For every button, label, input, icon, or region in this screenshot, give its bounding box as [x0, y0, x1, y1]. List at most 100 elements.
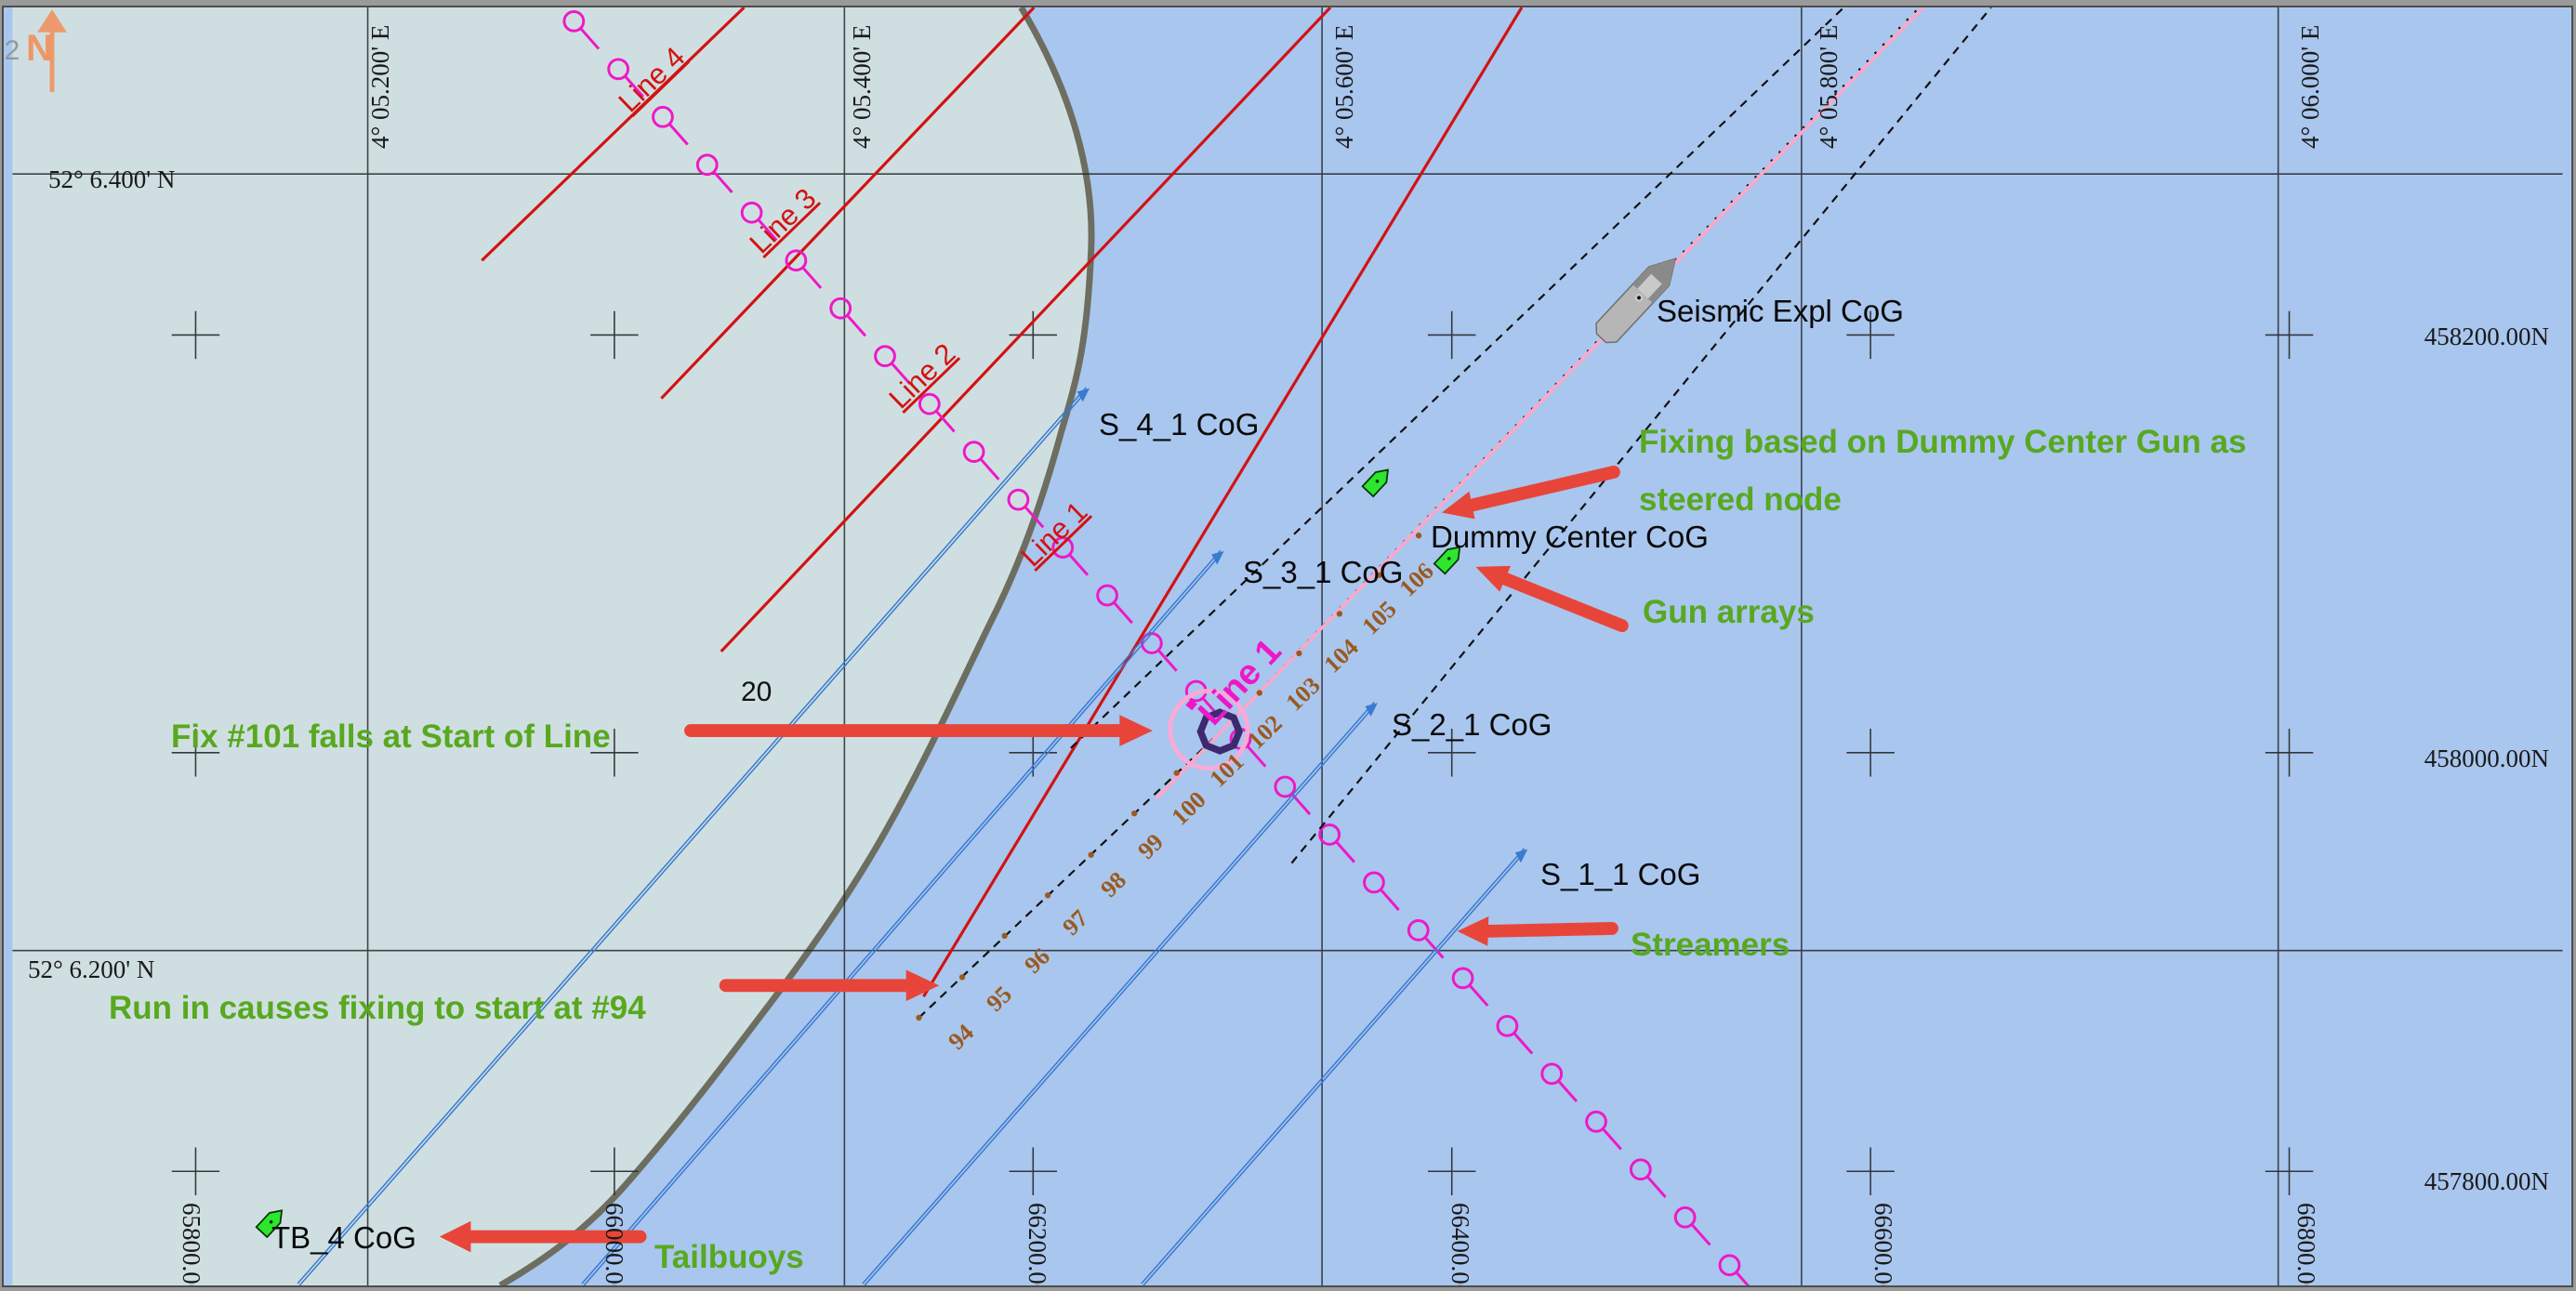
- planned-waypoint-pin: [1540, 1062, 1564, 1086]
- projected-grid-crosses: [171, 310, 2314, 1195]
- shot-point-tick: [916, 1014, 922, 1021]
- shot-point-tick: [1044, 892, 1051, 899]
- planned-waypoint-tail: [1335, 841, 1355, 863]
- arrow-fix-101: [684, 715, 1153, 746]
- annotation-arrows: [439, 465, 1629, 1253]
- planned-waypoint-tail: [1247, 745, 1267, 768]
- planned-waypoint-pin: [607, 58, 630, 81]
- shot-point-tick: [1088, 851, 1094, 858]
- planned-waypoint-tail: [1157, 650, 1178, 672]
- shot-point-tick: [958, 974, 966, 981]
- planned-waypoint-pin: [874, 345, 896, 368]
- annotation-text: steered node: [1639, 481, 1842, 518]
- gun-array-marker-dot: [1447, 557, 1451, 560]
- planned-waypoint-tail: [624, 75, 644, 99]
- planned-waypoint-pin: [1718, 1254, 1741, 1277]
- annotation-text: Tailbuoys: [654, 1239, 804, 1275]
- shot-point-ticks: [916, 533, 1422, 1021]
- planned-waypoint-pin: [1096, 584, 1118, 607]
- streamer-s3: [581, 549, 1224, 1285]
- streamer-s4: [297, 387, 1090, 1285]
- planned-waypoint-pin: [562, 9, 586, 33]
- node-cog-label: S_2_1 CoG: [1392, 707, 1552, 742]
- planned-waypoint-tail: [802, 267, 823, 289]
- planned-waypoint-tail: [1736, 1271, 1750, 1285]
- line-2: [720, 7, 1332, 653]
- chart-graphics: [12, 7, 2563, 1285]
- planned-waypoint-tail: [580, 28, 601, 50]
- planned-waypoint-pin: [695, 153, 719, 177]
- planned-waypoint-pin: [829, 296, 852, 320]
- north-arrow-icon: [37, 8, 67, 93]
- planned-waypoint-tail: [668, 124, 689, 146]
- planned-waypoint-pin: [785, 249, 808, 272]
- node-cog-label: S_4_1 CoG: [1099, 407, 1260, 441]
- gun-and-tailbuoy-markers: [255, 465, 1465, 1239]
- easting-label: 66400.00E: [1447, 1203, 1474, 1287]
- shot-point-tick: [1415, 533, 1422, 539]
- node-cog-label: S_3_1 CoG: [1243, 555, 1404, 589]
- annotation-text: Streamers: [1631, 927, 1790, 963]
- planned-waypoint-tail: [713, 171, 733, 193]
- chart-canvas[interactable]: 52° 6.400' N 52° 6.200' N 4° 05.200' E 4° 0…: [2, 6, 2573, 1287]
- planned-waypoint-pin: [1629, 1158, 1652, 1181]
- planned-waypoint-tail: [1113, 601, 1133, 625]
- arrow-tailbuoys: [439, 1220, 647, 1253]
- planned-waypoint-pin: [1407, 919, 1430, 942]
- land-area: [12, 7, 1092, 1285]
- planned-waypoint-tail: [1602, 1128, 1622, 1151]
- planned-waypoint-pin: [1451, 967, 1474, 990]
- longitude-label: 4° 05.200' E: [366, 24, 394, 149]
- line-4: [481, 7, 746, 262]
- planned-waypoint-pin: [962, 441, 985, 464]
- planned-waypoint-pin: [1496, 1014, 1519, 1037]
- tailbuoy-marker[interactable]: [255, 1205, 287, 1239]
- gun-array-marker-dot: [1375, 480, 1380, 483]
- line-3: [660, 7, 1036, 400]
- spread-outline-starboard: [1290, 7, 1992, 864]
- planned-waypoint-tail: [758, 219, 778, 242]
- clipped-edge-text: 02: [4, 35, 20, 66]
- planned-waypoint-pin: [652, 105, 674, 128]
- streamer-s2: [862, 701, 1378, 1285]
- vessel-track-pink: [1155, 7, 1924, 800]
- easting-label: 66600.00E: [1869, 1203, 1897, 1287]
- planned-waypoint-pin: [740, 201, 763, 224]
- planned-waypoint-tail: [1024, 507, 1045, 529]
- planned-waypoint-pin: [1318, 823, 1341, 846]
- planned-waypoint-tail: [935, 411, 956, 433]
- shot-point-tick: [1376, 572, 1382, 578]
- shot-point-tick: [1296, 650, 1302, 657]
- planned-waypoint-tail: [1424, 937, 1445, 959]
- annotation-text: Fix #101 falls at Start of Line: [171, 718, 611, 755]
- planned-waypoint-pin: [1007, 488, 1030, 511]
- latitude-label: 52° 6.400' N: [48, 165, 176, 193]
- planned-waypoint-pin: [1585, 1110, 1607, 1133]
- streamer-s1: [1141, 848, 1528, 1285]
- planned-waypoint-tail: [1513, 1033, 1534, 1055]
- graticule-lines: [12, 7, 2563, 1285]
- planned-waypoint-tail: [1380, 889, 1400, 912]
- north-arrow-letter: N: [26, 28, 53, 69]
- planned-waypoint-pin: [1673, 1205, 1697, 1229]
- shot-point-tick: [1001, 932, 1008, 939]
- planned-waypoint-tail: [980, 458, 1000, 481]
- easting-label: 66000.00E: [601, 1203, 628, 1287]
- easting-label: 66200.00E: [1024, 1203, 1051, 1287]
- gun-array-marker[interactable]: [1433, 542, 1465, 575]
- annotation-text: Gun arrays: [1643, 594, 1815, 630]
- fix-101-symbol[interactable]: [1168, 689, 1250, 771]
- northing-label: 458200.00N: [2424, 323, 2549, 350]
- arrow-streamers: [1457, 916, 1618, 946]
- planned-waypoint-pin: [1363, 871, 1385, 894]
- shot-point-tick: [1131, 810, 1138, 817]
- node-cog-label: Seismic Expl CoG: [1657, 294, 1904, 328]
- northing-label: 457800.00N: [2424, 1167, 2549, 1195]
- node-cog-label: Dummy Center CoG: [1431, 520, 1709, 554]
- planned-waypoint-tail: [891, 362, 911, 385]
- gun-array-marker[interactable]: [1361, 465, 1394, 498]
- arrow-steered-node: [1441, 465, 1620, 520]
- arrow-run-in: [719, 969, 940, 1002]
- vessel-symbol[interactable]: [1592, 249, 1685, 348]
- planned-waypoint-tail: [847, 315, 867, 337]
